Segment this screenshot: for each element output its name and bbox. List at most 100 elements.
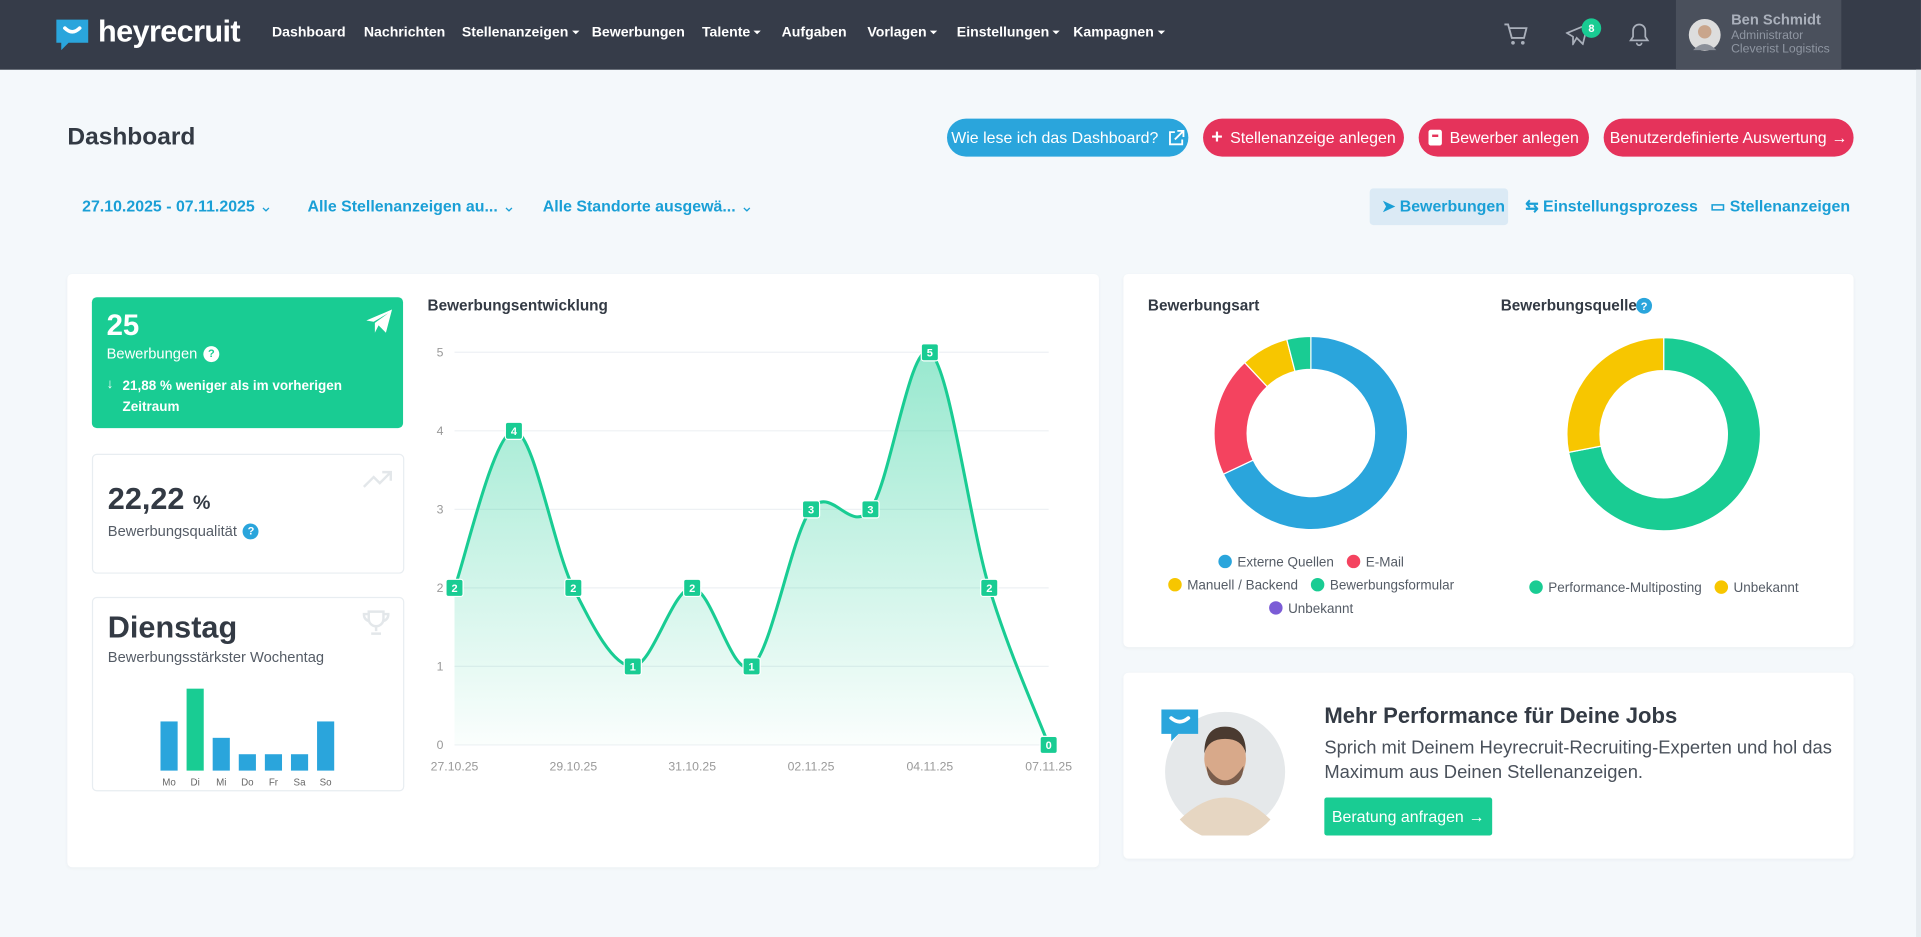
- data-label: 2: [451, 583, 457, 595]
- point-marker: [445, 578, 464, 598]
- help-icon: [1636, 297, 1653, 314]
- line: [453, 350, 1051, 746]
- trophy-icon: [362, 610, 390, 635]
- legend-item: Manuell / Backend: [1168, 578, 1298, 593]
- legend-label: Unbekannt: [1734, 580, 1799, 595]
- point-marker: [980, 578, 999, 598]
- legend-swatch: [1218, 554, 1232, 569]
- button-label: Benutzerdefinierte Auswertung: [1609, 128, 1827, 147]
- brand[interactable]: heyrecruit: [98, 14, 241, 49]
- x-tick-label: So: [320, 777, 333, 788]
- help-icon[interactable]: ?: [243, 523, 259, 540]
- active-tab-bg: [1369, 188, 1509, 226]
- kpi-label: Bewerbungen: [106, 344, 198, 363]
- nav-link[interactable]: Nachrichten: [363, 25, 446, 41]
- create-applicant-button[interactable]: Bewerber anlegen: [1418, 118, 1589, 157]
- legend-swatch: [1529, 580, 1543, 594]
- data-label: 4: [511, 426, 518, 438]
- legend-item: Unbekannt: [1714, 580, 1799, 595]
- tab[interactable]: ⇆ Einstellungsprozess: [1525, 196, 1698, 216]
- custom-report-button[interactable]: Benutzerdefinierte Auswertung →: [1603, 118, 1854, 157]
- job-filter[interactable]: Alle Stellenanzeigen au... ⌄: [307, 196, 516, 216]
- legend-item: E-Mail: [1346, 554, 1404, 569]
- x-tick-label: 27.10.25: [431, 760, 479, 774]
- x-tick-label: Di: [191, 777, 200, 788]
- point-marker: [504, 421, 524, 440]
- user-avatar: [1688, 18, 1721, 51]
- tab[interactable]: ➤ Bewerbungen: [1381, 196, 1506, 216]
- kpi-value: 25: [106, 309, 140, 343]
- button-label: Wie lese ich das Dashboard?: [951, 128, 1159, 147]
- nav-link[interactable]: Dashboard: [271, 25, 346, 41]
- nav-link[interactable]: Aufgaben: [781, 25, 847, 41]
- tab[interactable]: ▭ Stellenanzeigen: [1710, 196, 1851, 216]
- legend-swatch: [1168, 577, 1182, 592]
- external-icon: [1168, 129, 1184, 145]
- navbar: heyrecruit Dashboard Nachrichten Stellen…: [0, 0, 1921, 70]
- logo-icon: [56, 19, 89, 51]
- nav-link[interactable]: Stellenanzeigen: [462, 26, 580, 41]
- user-role: Administrator: [1731, 29, 1804, 43]
- plane-icon: [366, 309, 393, 333]
- donut-slice: [1286, 335, 1312, 373]
- legend-label: Externe Quellen: [1237, 554, 1334, 569]
- y-tick-label: 5: [437, 346, 444, 360]
- legend-swatch: [1310, 577, 1325, 592]
- legend-label: Unbekannt: [1288, 601, 1353, 616]
- x-tick-label: Sa: [294, 777, 307, 788]
- bell-icon[interactable]: [1628, 22, 1650, 47]
- applications-kpi: 25 Bewerbungen? ↓ 21,88 % weniger als im…: [91, 297, 404, 429]
- nav-link[interactable]: Talente: [702, 26, 761, 41]
- create-job-button[interactable]: + Stellenanzeige anlegen: [1203, 118, 1404, 157]
- bar: [264, 754, 283, 771]
- tab-label: Stellenanzeigen: [1729, 196, 1851, 216]
- x-tick-label: 29.10.25: [550, 760, 598, 774]
- line-area: [454, 351, 1049, 745]
- location-filter[interactable]: Alle Standorte ausgewä... ⌄: [542, 196, 754, 216]
- legend-label: Performance-Multiposting: [1548, 580, 1701, 595]
- chart-title: Bewerbungsquelle: [1501, 298, 1637, 315]
- point-marker: [920, 343, 940, 362]
- nav-link[interactable]: Einstellungen: [957, 26, 1060, 41]
- scrollbar: [1916, 69, 1921, 937]
- tab-label: Bewerbungen: [1399, 196, 1506, 216]
- legend-item: Unbekannt: [1269, 601, 1353, 616]
- promo-text: Sprich mit Deinem Heyrecruit-Recruiting-…: [1324, 737, 1832, 783]
- nav-link[interactable]: Kampagnen: [1073, 26, 1165, 41]
- legend-item: Externe Quellen: [1218, 554, 1334, 569]
- donut-slice: [1213, 361, 1269, 475]
- nav-link[interactable]: Bewerbungen: [591, 25, 685, 41]
- cart-icon[interactable]: [1503, 22, 1528, 46]
- date-filter[interactable]: 27.10.2025 - 07.11.2025 ⌄: [82, 196, 273, 216]
- point-marker: [682, 578, 702, 598]
- help-icon[interactable]: ?: [203, 346, 220, 363]
- y-tick-label: 3: [437, 503, 444, 517]
- data-label: 3: [867, 505, 873, 517]
- x-tick-label: 31.10.25: [668, 760, 716, 774]
- trend-icon: [362, 470, 393, 488]
- point-marker: [1039, 735, 1058, 755]
- chart-title: Bewerbungsart: [1148, 298, 1259, 315]
- bar: [186, 688, 204, 771]
- kpi-value: 22,22: [107, 481, 185, 517]
- button-label: Beratung anfragen: [1331, 807, 1464, 826]
- data-label: 5: [927, 348, 933, 360]
- data-label: 2: [689, 583, 695, 595]
- advisor-photo: [1161, 709, 1286, 836]
- donut-slice: [1567, 336, 1762, 532]
- help-button[interactable]: Wie lese ich das Dashboard?: [947, 118, 1189, 157]
- kpi-value: Dienstag: [107, 610, 238, 645]
- donut-slice: [1566, 336, 1665, 454]
- kpi-change: 21,88 % weniger als im vorherigen Zeitra…: [122, 379, 342, 415]
- legend-swatch: [1714, 580, 1729, 594]
- legend-label: Manuell / Backend: [1187, 578, 1298, 593]
- user-company: Cleverist Logistics: [1731, 42, 1830, 57]
- nav-link[interactable]: Vorlagen: [867, 26, 937, 41]
- user-menu[interactable]: Ben Schmidt Administrator Cleverist Logi…: [1675, 0, 1842, 70]
- filter-label: 27.10.2025 - 07.11.2025: [82, 196, 255, 216]
- promo-button[interactable]: Beratung anfragen →: [1324, 797, 1493, 836]
- bar: [212, 737, 230, 771]
- point-marker: [623, 657, 642, 676]
